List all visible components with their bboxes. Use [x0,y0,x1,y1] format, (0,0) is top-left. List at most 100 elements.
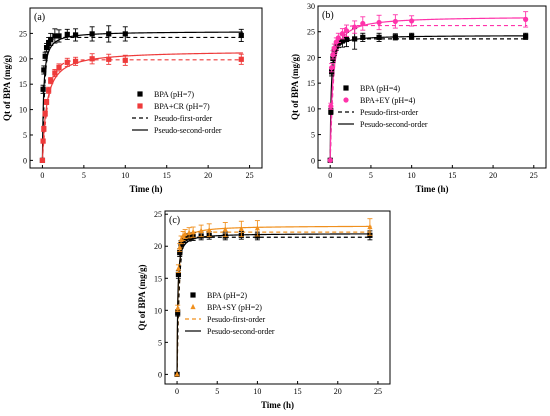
y-tick-label: 5 [158,338,162,347]
x-tick-label: 20 [489,171,497,180]
y-tick-label: 10 [19,106,27,115]
data-point [122,57,128,63]
x-tick-label: 15 [163,171,171,180]
y-tick-label: 5 [311,131,315,140]
x-tick-label: 10 [121,171,129,180]
data-point [206,227,212,233]
data-point [64,59,70,65]
data-point [360,34,366,40]
y-tick-label: 25 [307,28,315,37]
x-tick-label: 15 [448,171,456,180]
data-point [175,305,181,311]
x-tick-label: 15 [294,387,302,396]
fit-curve-pseudo-first-order [176,236,372,375]
y-tick-label: 20 [19,55,27,64]
fit-curve-pseudo-first-order [41,36,243,161]
y-tick-label: 20 [307,53,315,62]
y-tick-label: 25 [19,29,27,38]
fit-curve-pseudo-second-order [176,225,372,375]
data-point [254,225,261,231]
data-point [328,108,334,115]
data-point [392,34,398,40]
x-tick-label: 20 [204,171,212,180]
data-point [40,86,46,92]
data-point [56,33,62,39]
data-point [409,18,415,24]
data-point [352,36,358,42]
x-tick-label: 25 [530,171,538,180]
data-point [198,227,204,233]
legend-label: BPA+CR (pH=7) [154,102,210,111]
data-point [333,39,339,45]
x-tick-label: 5 [215,387,219,396]
data-point [186,229,192,235]
y-tick-label: 0 [158,370,162,379]
y-axis-label: Qt of BPA (mg/g) [137,264,147,330]
data-point [174,371,180,377]
x-tick-label: 5 [369,171,373,180]
series-2 [39,53,244,163]
y-axis-label: Qt of BPA (mg/g) [290,54,300,120]
fit-curve-pseudo-first-order [41,59,243,161]
legend-label: Pesudo-second-order [360,120,428,129]
plot-frame [317,5,547,169]
data-point [343,28,350,34]
data-point [41,126,47,132]
panel-label: (b) [322,10,334,21]
y-tick-label: 0 [311,156,315,165]
x-tick-label: 20 [334,387,342,396]
data-point [56,64,62,71]
data-point [175,265,182,271]
data-point [335,35,341,41]
legend-marker [137,91,143,97]
y-tick-label: 15 [307,79,315,88]
y-tick-label: 10 [154,306,162,315]
data-point [222,226,228,232]
data-point [43,99,50,105]
legend-label: Pesudo-first-order [360,108,419,117]
legend-label: BPA (pH=7) [154,90,194,99]
panel-label: (c) [169,215,180,226]
y-tick-label: 15 [19,80,27,89]
data-point [106,56,112,62]
data-point [177,244,183,250]
legend-label: BPA (pH=2) [207,291,247,300]
data-point [330,52,336,58]
data-point [343,36,350,43]
x-tick-label: 0 [40,171,44,180]
series-2 [174,218,373,377]
data-point [328,65,335,71]
data-point [238,32,244,39]
data-point [238,225,244,232]
x-tick-label: 5 [82,171,86,180]
data-point [64,31,70,38]
legend-label: Pseudo-second-order [154,126,222,135]
data-point [238,56,244,62]
data-point [523,16,529,22]
x-tick-label: 10 [253,387,261,396]
data-point [182,230,188,237]
y-tick-label: 25 [154,210,162,219]
data-point [40,138,46,144]
data-point [72,58,79,64]
x-axis-label: Time (h) [261,400,294,410]
legend-label: Pseudo-first-order [154,114,213,123]
data-point [122,31,128,37]
legend: BPA (pH=2) BPA+SY (pH=2) Pesudo-first-orde… [185,291,275,336]
plot-frame [164,210,391,385]
y-tick-label: 15 [154,274,162,283]
x-tick-label: 0 [328,171,332,180]
x-tick-label: 25 [374,387,382,396]
data-point [39,157,46,163]
data-point [52,70,58,76]
y-tick-label: 5 [23,131,27,140]
data-point [175,271,182,278]
data-point [89,31,95,37]
y-axis-label: Qt of BPA (mg/g) [2,55,12,121]
x-axis-label: Time (h) [129,184,162,194]
legend: BPA (pH=4) BPA+EY (pH=4) Pesudo-first-orde… [338,84,428,129]
data-point [177,250,183,256]
legend-label: BPA (pH=4) [360,84,400,93]
panel-c: (c) 0 5 10 15 20 25 0 5 10 15 20 25 Time (h) Qt of BPA… [137,210,391,410]
series-1 [327,28,529,163]
